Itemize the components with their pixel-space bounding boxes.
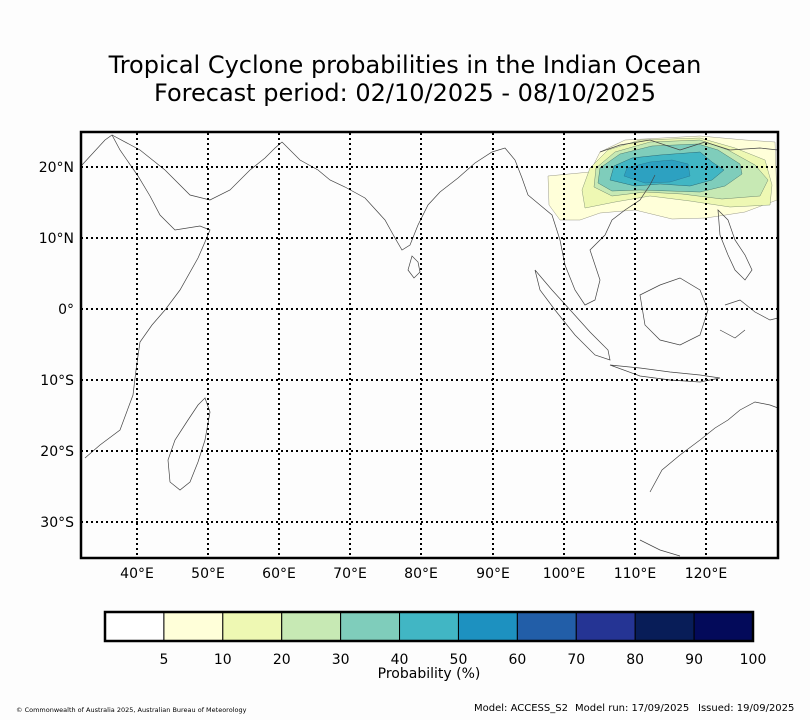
colorbar-cell <box>340 611 401 642</box>
lat-label-10s: 10°S <box>40 373 74 389</box>
colorbar-cell <box>693 611 754 642</box>
colorbar-cell <box>163 611 224 642</box>
lon-tick-labels: 40°E 50°E 60°E 70°E 80°E 90°E 100°E 110°… <box>120 566 727 582</box>
colorbar <box>104 611 754 642</box>
title-line-1: Tropical Cyclone probabilities in the In… <box>108 51 702 79</box>
lon-label-110e: 110°E <box>614 566 657 582</box>
lon-label-80e: 80°E <box>404 566 438 582</box>
colorbar-frame <box>103 610 755 643</box>
colorbar-cell <box>399 611 459 642</box>
colorbar-cell <box>104 611 165 642</box>
colorbar-tick-label: 30 <box>332 652 350 668</box>
colorbar-cell <box>222 611 283 642</box>
gridlines <box>81 133 778 558</box>
lat-label-20s: 20°S <box>40 444 74 460</box>
colorbar-tick-label: 90 <box>685 652 703 668</box>
colorbar-tick-label: 10 <box>214 652 232 668</box>
colorbar-cell <box>516 611 577 642</box>
colorbar-cell <box>457 611 518 642</box>
lat-tick-labels: 20°N 10°N 0° 10°S 20°S 30°S <box>39 160 74 531</box>
title-line-2: Forecast period: 02/10/2025 - 08/10/2025 <box>154 79 656 107</box>
coast-borneo <box>639 277 709 346</box>
lon-label-100e: 100°E <box>543 566 586 582</box>
colorbar-cell <box>281 611 342 642</box>
coast-arabia-gulf <box>111 134 283 201</box>
colorbar-tick-label: 20 <box>273 652 291 668</box>
colorbar-tick-label: 40 <box>391 652 409 668</box>
coast-africa-arabia <box>81 134 211 459</box>
colorbar-tick-label: 5 <box>159 652 168 668</box>
colorbar-tick-label: 60 <box>508 652 526 668</box>
coast-java <box>609 364 721 383</box>
lon-label-50e: 50°E <box>191 566 225 582</box>
model-text: Model: ACCESS_S2 <box>474 703 568 714</box>
coast-sulawesi-newguinea <box>719 299 779 339</box>
lon-label-70e: 70°E <box>333 566 367 582</box>
probability-shading <box>547 135 778 221</box>
lat-label-30s: 30°S <box>40 515 74 531</box>
colorbar-end-label: 100 <box>740 652 767 668</box>
lat-label-10n: 10°N <box>39 231 74 247</box>
lat-label-0: 0° <box>58 302 74 318</box>
lon-label-40e: 40°E <box>120 566 154 582</box>
model-run-text: Model run: 17/09/2025 <box>575 703 690 714</box>
lon-label-60e: 60°E <box>262 566 296 582</box>
coast-philippines <box>717 209 753 281</box>
colorbar-title: Probability (%) <box>378 666 481 682</box>
coast-sri-lanka <box>407 255 421 279</box>
coast-china <box>599 139 779 153</box>
issued-text: Issued: 19/09/2025 <box>698 703 795 714</box>
copyright-text: © Commonwealth of Australia 2025, Austra… <box>16 706 247 714</box>
lon-label-90e: 90°E <box>476 566 510 582</box>
lat-label-20n: 20°N <box>39 160 74 176</box>
colorbar-tick-label: 80 <box>626 652 644 668</box>
colorbar-cell <box>575 611 636 642</box>
coast-sumatra <box>534 269 611 361</box>
colorbar-tick-label: 70 <box>567 652 585 668</box>
colorbar-tick-labels: 5 10 20 30 40 50 60 70 80 90 100 <box>159 652 766 668</box>
coast-india <box>281 141 529 251</box>
coast-australia <box>639 401 779 557</box>
colorbar-tick-label: 50 <box>450 652 468 668</box>
map-frame <box>79 130 780 560</box>
coast-indochina <box>527 174 656 306</box>
prob-band-50 <box>623 159 691 184</box>
coast-madagascar <box>167 397 211 491</box>
coastlines <box>81 134 779 557</box>
lon-label-120e: 120°E <box>685 566 728 582</box>
colorbar-cell <box>634 611 695 642</box>
